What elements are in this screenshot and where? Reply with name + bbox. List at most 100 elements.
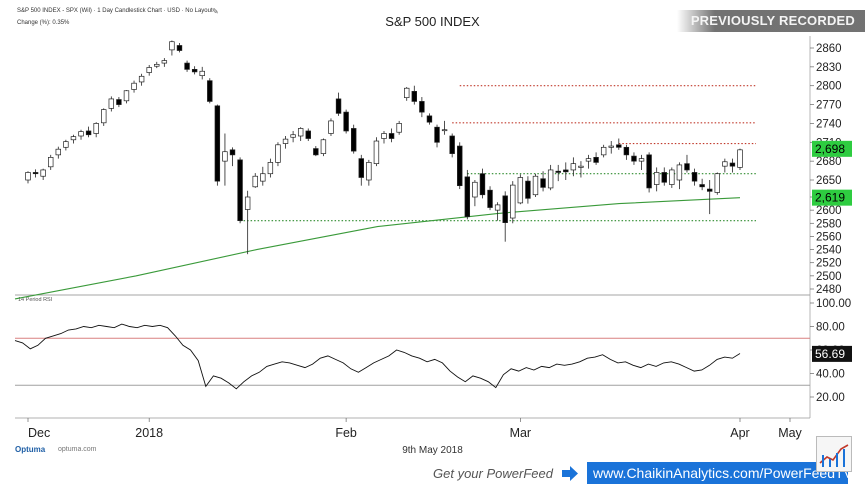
price-tick-label: 2540 xyxy=(816,245,842,257)
candle-up xyxy=(494,204,501,211)
candle-up xyxy=(40,169,46,177)
candle-down xyxy=(563,169,569,173)
candle-up xyxy=(297,128,304,137)
candle-up xyxy=(63,141,69,148)
rsi-tick-label: 20.00 xyxy=(816,392,845,404)
candle-up xyxy=(328,120,334,134)
candle-up xyxy=(585,158,592,162)
candle-down xyxy=(85,130,92,136)
arrow-right-icon xyxy=(562,466,578,481)
previously-recorded-banner: PREVIOUSLY RECORDED xyxy=(676,10,865,32)
candle-up xyxy=(244,196,251,210)
price-tick-label: 2600 xyxy=(816,205,842,217)
candle-down xyxy=(388,133,395,139)
candle-down xyxy=(358,158,364,178)
change-readout: Change (%): 0.35% xyxy=(17,20,70,26)
price-tick-label: 2650 xyxy=(816,175,842,187)
candle-down xyxy=(502,195,508,223)
candle-up xyxy=(600,146,607,156)
pencil-icon[interactable]: ✎ xyxy=(212,7,219,16)
candle-up xyxy=(366,162,372,181)
rsi-value-badge-bg xyxy=(812,345,852,362)
candle-up xyxy=(70,136,77,141)
candle-up xyxy=(608,145,614,148)
candle-down xyxy=(116,99,122,105)
chaikin-url-link[interactable]: www.ChaikinAnalytics.com/PowerFeedTV xyxy=(587,462,848,484)
price-tick-label: 2680 xyxy=(816,156,842,168)
candle-up xyxy=(638,158,645,162)
candle-down xyxy=(464,176,471,218)
candle-up xyxy=(48,157,54,168)
rsi-tick-label: 40.00 xyxy=(816,369,845,381)
candle-down xyxy=(449,135,455,154)
candle-down xyxy=(707,188,713,192)
candle-down xyxy=(176,45,183,51)
candle-up xyxy=(252,175,258,188)
candle-up xyxy=(532,175,539,196)
candle-up xyxy=(78,131,84,137)
candle-down xyxy=(525,180,531,199)
candle-down xyxy=(237,159,243,222)
rsi-tick-label: 100.00 xyxy=(816,298,851,310)
candle-down xyxy=(305,130,311,139)
candle-down xyxy=(729,162,736,167)
candle-up xyxy=(653,172,660,185)
optuma-logo: Optuma xyxy=(15,445,46,454)
candle-down xyxy=(691,172,698,182)
rsi-line xyxy=(14,323,741,390)
candle-up xyxy=(714,173,720,193)
instrument-header: S&P 500 INDEX - SPX (Wil) · 1 Day Candle… xyxy=(17,8,213,14)
candle-down xyxy=(434,126,440,143)
candle-down xyxy=(684,163,690,171)
candle-down xyxy=(487,189,493,208)
candle-up xyxy=(55,148,61,156)
candle-up xyxy=(267,162,274,175)
time-tick-label: Mar xyxy=(510,426,532,440)
price-tick-label: 2770 xyxy=(816,100,842,112)
candle-down xyxy=(214,105,221,182)
candle-down xyxy=(699,184,705,188)
candle-up xyxy=(578,165,584,168)
candle-up xyxy=(138,75,145,83)
candle-down xyxy=(191,69,198,73)
price-tick-label: 2560 xyxy=(816,231,842,243)
powerfeed-promo-text: Get your PowerFeed xyxy=(433,466,553,481)
candle-up xyxy=(320,139,327,154)
candle-up xyxy=(547,169,554,189)
price-tick-label: 2830 xyxy=(816,62,842,74)
price-tick-label: 2480 xyxy=(816,284,842,296)
candle-up xyxy=(737,149,743,168)
chart-title: S&P 500 INDEX xyxy=(385,14,480,29)
chaikin-chart-logo-icon xyxy=(816,436,852,472)
candle-down xyxy=(32,172,39,175)
candle-up xyxy=(222,151,228,162)
candle-up xyxy=(123,90,130,102)
price-tick-label: 2580 xyxy=(816,218,842,230)
candle-down xyxy=(419,101,425,113)
candle-up xyxy=(441,129,448,132)
rsi-value-badge: 56.69 xyxy=(815,347,845,361)
candle-down xyxy=(343,111,349,132)
candle-down xyxy=(593,157,599,163)
candle-up xyxy=(108,98,115,109)
optuma-url[interactable]: optuma.com xyxy=(58,446,97,453)
candle-up xyxy=(131,82,137,90)
candle-up xyxy=(722,161,728,167)
price-panel xyxy=(15,36,810,294)
price-tick-label: 2740 xyxy=(816,118,842,130)
candle-down xyxy=(351,128,357,152)
recording-date: 9th May 2018 xyxy=(402,445,463,456)
candle-down xyxy=(623,146,630,156)
candle-down xyxy=(313,148,319,156)
rsi-tick-label: 80.00 xyxy=(816,322,845,334)
candle-down xyxy=(229,149,236,156)
time-tick-label: Feb xyxy=(335,426,357,440)
candle-down xyxy=(184,62,190,70)
time-tick-label: May xyxy=(778,426,802,440)
candle-up xyxy=(570,163,577,171)
price-tick-label: 2520 xyxy=(816,258,842,270)
price-tick-label: 2860 xyxy=(816,43,842,55)
candle-up xyxy=(101,109,107,124)
candle-up xyxy=(517,177,524,204)
